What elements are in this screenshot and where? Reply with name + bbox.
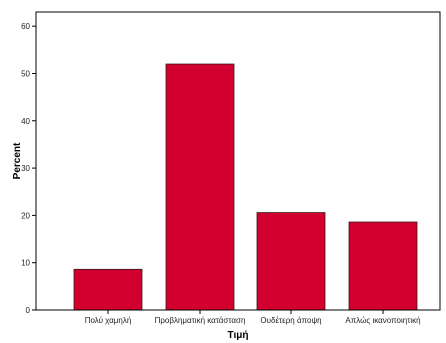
bar-2 xyxy=(165,63,235,311)
y-tick-label: 60 xyxy=(21,22,30,31)
x-tick-label: Προβληματική κατάσταση xyxy=(155,316,246,325)
y-tick-label: 40 xyxy=(21,117,30,126)
y-tick-label: 0 xyxy=(26,306,31,315)
y-tick-label: 10 xyxy=(21,259,30,268)
y-tick-label: 50 xyxy=(21,69,30,78)
y-axis-ticks: 0 10 20 30 40 50 60 xyxy=(21,22,36,315)
x-axis-title: Τιμή xyxy=(228,330,249,341)
bars xyxy=(73,63,418,311)
x-axis-ticks: Πολύ χαμηλή Προβληματική κατάσταση Ουδέτερ… xyxy=(85,310,421,325)
y-tick-label: 30 xyxy=(21,164,30,173)
y-axis-title: Percent xyxy=(12,142,23,179)
x-tick-label: Ουδέτερη άποψη xyxy=(260,316,321,325)
plot-frame xyxy=(35,11,441,311)
x-tick-label: Πολύ χαμηλή xyxy=(85,316,132,325)
y-tick-label: 20 xyxy=(21,211,30,220)
x-tick-label: Απλώς ικανοποιητική xyxy=(345,316,420,325)
bar-4 xyxy=(348,221,418,311)
bar-1 xyxy=(73,268,143,311)
bar-3 xyxy=(256,212,326,311)
